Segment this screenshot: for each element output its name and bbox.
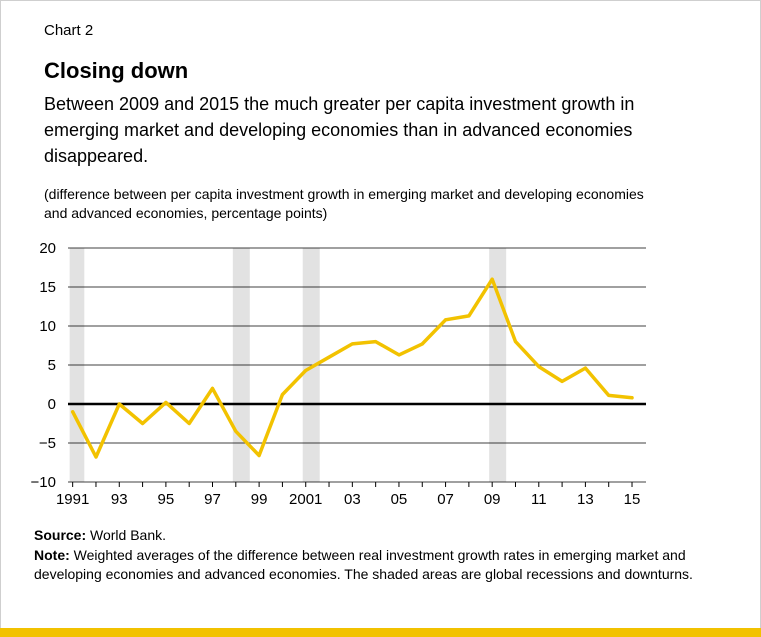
y-tick-label: 20 (39, 240, 56, 257)
x-tick-label: 95 (158, 491, 175, 508)
data-point (467, 314, 471, 318)
x-tick-label: 93 (111, 491, 128, 508)
source-text: World Bank. (86, 527, 167, 543)
x-tick-label: 03 (344, 491, 361, 508)
chart-subtitle: Between 2009 and 2015 the much greater p… (44, 94, 635, 166)
data-point (211, 386, 214, 390)
y-tick-label: −10 (31, 474, 56, 491)
x-tick-label: 05 (391, 491, 408, 508)
data-point (444, 318, 448, 322)
x-tick-label: 15 (624, 491, 641, 508)
data-point (583, 366, 587, 370)
x-tick-label: 09 (484, 491, 501, 508)
note-label: Note: (34, 547, 70, 563)
chart-title: Closing down (44, 58, 189, 83)
data-point (513, 340, 517, 344)
data-point (257, 453, 261, 457)
data-point (630, 396, 634, 400)
data-point (537, 365, 541, 369)
data-point (327, 355, 331, 359)
x-tick-label: 2001 (289, 491, 322, 508)
x-tick-label: 07 (437, 491, 454, 508)
data-point (187, 422, 191, 425)
chart-units: (difference between per capita investmen… (44, 186, 644, 221)
source-line: Source: World Bank. (34, 526, 714, 545)
data-point (560, 379, 564, 383)
data-point (490, 277, 494, 281)
y-tick-label: 0 (48, 396, 56, 413)
y-tick-label: 5 (48, 357, 56, 374)
data-point (117, 402, 121, 406)
y-tick-label: −5 (39, 435, 56, 452)
data-point (280, 393, 284, 397)
data-point (234, 429, 238, 433)
data-point (304, 368, 308, 372)
x-tick-label: 1991 (56, 491, 89, 508)
x-tick-label: 11 (531, 491, 547, 508)
data-point (164, 400, 168, 404)
series-line-0 (70, 277, 634, 459)
data-point (374, 340, 378, 344)
note-line: Note: Weighted averages of the differenc… (34, 546, 714, 584)
data-point (141, 422, 145, 425)
data-point (71, 410, 75, 414)
data-point (397, 353, 401, 357)
data-point (94, 455, 98, 459)
x-tick-label: 97 (204, 491, 221, 508)
data-point (607, 393, 611, 397)
accent-bar (0, 628, 761, 637)
note-text: Weighted averages of the difference betw… (34, 547, 693, 582)
data-point (420, 342, 424, 346)
y-tick-label: 10 (39, 318, 56, 335)
x-tick-label: 13 (577, 491, 594, 508)
x-tick-label: 99 (251, 491, 268, 508)
data-point (350, 342, 354, 346)
source-label: Source: (34, 527, 87, 543)
chart-number-label: Chart 2 (44, 22, 94, 39)
y-tick-label: 15 (39, 279, 56, 296)
